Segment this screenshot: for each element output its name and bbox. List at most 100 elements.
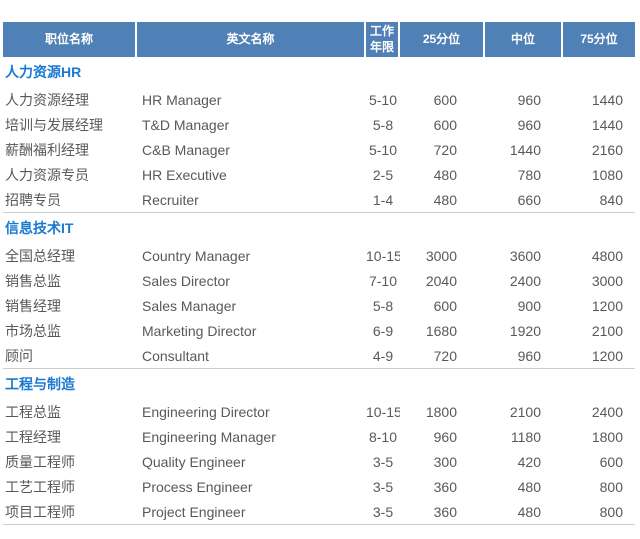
cell-position-en: Engineering Director: [142, 403, 270, 420]
cell-p25: 600: [433, 91, 457, 108]
cell-p75: 1800: [591, 428, 623, 445]
table-row: 薪酬福利经理 C&B Manager 5-10 720 1440 2160: [3, 137, 635, 162]
cell-years: 2-5: [372, 166, 394, 183]
cell-p75: 3000: [591, 272, 623, 289]
cell-position-cn: 质量工程师: [5, 453, 75, 470]
cell-years: 10-15: [366, 403, 400, 420]
cell-p25: 960: [433, 428, 457, 445]
cell-p25: 1800: [425, 403, 457, 420]
section-divider: [3, 368, 635, 369]
section-title: 工程与制造: [5, 376, 75, 392]
column-header-median: 中位: [485, 22, 563, 57]
cell-position-en: Consultant: [142, 347, 209, 364]
table-row: 人力资源专员 HR Executive 2-5 480 780 1080: [3, 162, 635, 187]
cell-p25: 480: [433, 191, 457, 208]
cell-median: 660: [517, 191, 541, 208]
cell-position-en: Project Engineer: [142, 503, 246, 520]
cell-years: 1-4: [372, 191, 394, 208]
cell-p25: 720: [433, 141, 457, 158]
salary-table: 职位名称 英文名称 工作年限 25分位 中位 75分位 人力资源HR 人力资源经理…: [3, 22, 635, 525]
cell-years: 6-9: [372, 322, 394, 339]
cell-median: 480: [517, 503, 541, 520]
cell-median: 420: [517, 453, 541, 470]
cell-years: 5-8: [372, 297, 394, 314]
cell-p75: 1200: [591, 297, 623, 314]
cell-years: 5-10: [368, 141, 398, 158]
cell-p75: 840: [599, 191, 623, 208]
cell-position-en: Quality Engineer: [142, 453, 246, 470]
table-row: 工程总监 Engineering Director 10-15 1800 2100 240…: [3, 399, 635, 424]
salary-section: 人力资源HR 人力资源经理 HR Manager 5-10 600 960 1440 培训与发…: [3, 57, 635, 213]
cell-position-cn: 培训与发展经理: [5, 116, 103, 133]
cell-p25: 480: [433, 166, 457, 183]
section-title: 信息技术IT: [5, 220, 74, 236]
cell-p75: 1440: [591, 91, 623, 108]
cell-position-cn: 市场总监: [5, 322, 61, 339]
cell-p75: 4800: [591, 247, 623, 264]
cell-p25: 300: [433, 453, 457, 470]
section-title: 人力资源HR: [5, 64, 82, 80]
cell-position-cn: 全国总经理: [5, 247, 75, 264]
cell-position-cn: 招聘专员: [5, 191, 61, 208]
cell-years: 7-10: [368, 272, 398, 289]
cell-position-cn: 工程总监: [5, 403, 61, 420]
salary-section: 信息技术IT 全国总经理 Country Manager 10-15 3000 3600 4…: [3, 213, 635, 369]
table-body: 人力资源HR 人力资源经理 HR Manager 5-10 600 960 1440 培训与发…: [3, 57, 635, 525]
cell-p25: 600: [433, 297, 457, 314]
cell-p75: 600: [599, 453, 623, 470]
table-row: 培训与发展经理 T&D Manager 5-8 600 960 1440: [3, 112, 635, 137]
cell-p75: 2100: [591, 322, 623, 339]
cell-position-en: Sales Director: [142, 272, 230, 289]
cell-median: 1920: [509, 322, 541, 339]
column-header-position-en: 英文名称: [137, 22, 366, 57]
cell-median: 960: [517, 91, 541, 108]
column-header-p25: 25分位: [400, 22, 485, 57]
cell-p75: 2160: [591, 141, 623, 158]
column-header-years: 工作年限: [366, 22, 400, 57]
cell-p25: 360: [433, 503, 457, 520]
cell-p75: 800: [599, 503, 623, 520]
cell-median: 2400: [509, 272, 541, 289]
cell-position-cn: 顾问: [5, 347, 33, 364]
cell-p25: 360: [433, 478, 457, 495]
table-row: 工程经理 Engineering Manager 8-10 960 1180 1800: [3, 424, 635, 449]
cell-position-en: C&B Manager: [142, 141, 230, 158]
cell-p75: 2400: [591, 403, 623, 420]
cell-p75: 1200: [591, 347, 623, 364]
cell-p75: 1080: [591, 166, 623, 183]
table-row: 全国总经理 Country Manager 10-15 3000 3600 4800: [3, 243, 635, 268]
cell-p25: 1680: [425, 322, 457, 339]
cell-median: 1180: [510, 428, 541, 445]
cell-years: 10-15: [366, 247, 400, 264]
cell-position-cn: 销售经理: [5, 297, 61, 314]
cell-median: 3600: [509, 247, 541, 264]
column-header-p75: 75分位: [563, 22, 635, 57]
table-header-row: 职位名称 英文名称 工作年限 25分位 中位 75分位: [3, 22, 635, 57]
cell-years: 3-5: [372, 503, 394, 520]
section-divider: [3, 212, 635, 213]
cell-p25: 3000: [425, 247, 457, 264]
cell-median: 480: [517, 478, 541, 495]
cell-median: 960: [517, 347, 541, 364]
column-header-position-cn: 职位名称: [3, 22, 137, 57]
table-row: 销售总监 Sales Director 7-10 2040 2400 3000: [3, 268, 635, 293]
cell-position-en: T&D Manager: [142, 116, 230, 133]
cell-p25: 600: [433, 116, 457, 133]
cell-position-en: Recruiter: [142, 191, 199, 208]
cell-position-cn: 人力资源经理: [5, 91, 89, 108]
cell-years: 5-8: [372, 116, 394, 133]
cell-median: 900: [517, 297, 541, 314]
cell-median: 780: [517, 166, 541, 183]
table-row: 招聘专员 Recruiter 1-4 480 660 840: [3, 187, 635, 212]
table-row: 顾问 Consultant 4-9 720 960 1200: [3, 343, 635, 368]
cell-position-cn: 人力资源专员: [5, 166, 89, 183]
table-row: 质量工程师 Quality Engineer 3-5 300 420 600: [3, 449, 635, 474]
cell-p25: 720: [433, 347, 457, 364]
cell-position-en: Engineering Manager: [142, 428, 276, 445]
cell-position-en: Sales Manager: [142, 297, 237, 314]
cell-years: 3-5: [372, 478, 394, 495]
table-row: 项目工程师 Project Engineer 3-5 360 480 800: [3, 499, 635, 524]
cell-p75: 1440: [591, 116, 623, 133]
cell-position-en: Country Manager: [142, 247, 251, 264]
cell-position-en: Marketing Director: [142, 322, 257, 339]
